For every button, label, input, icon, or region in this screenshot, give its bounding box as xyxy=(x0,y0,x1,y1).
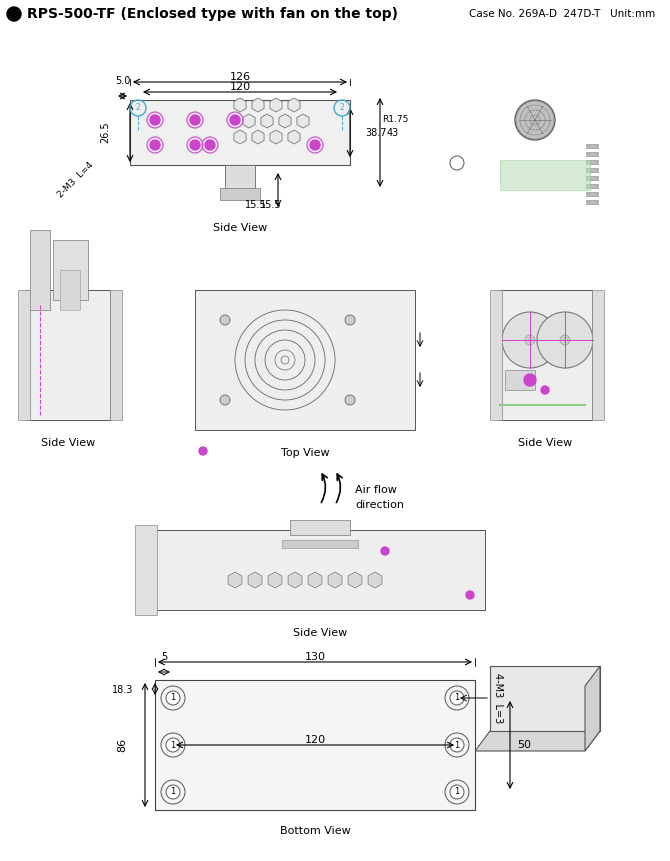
Text: 126: 126 xyxy=(229,72,251,82)
Bar xyxy=(500,160,590,190)
Circle shape xyxy=(502,312,558,368)
Bar xyxy=(155,530,485,610)
Text: Side View: Side View xyxy=(293,628,347,638)
Text: 1: 1 xyxy=(170,740,176,749)
Circle shape xyxy=(190,140,200,150)
Bar xyxy=(586,160,598,164)
Text: Side View: Side View xyxy=(518,438,572,448)
Text: 130: 130 xyxy=(304,652,326,662)
Circle shape xyxy=(450,785,464,799)
Text: R1.75: R1.75 xyxy=(382,115,409,125)
Circle shape xyxy=(515,100,555,140)
Text: Side View: Side View xyxy=(41,438,95,448)
Bar xyxy=(135,525,157,615)
Bar xyxy=(490,290,502,420)
Text: Bottom View: Bottom View xyxy=(279,826,350,836)
Circle shape xyxy=(560,335,570,345)
Text: 120: 120 xyxy=(229,82,251,92)
Text: 1: 1 xyxy=(454,788,460,796)
Polygon shape xyxy=(475,731,600,751)
Bar xyxy=(586,168,598,172)
Text: 1: 1 xyxy=(454,693,460,703)
Bar xyxy=(505,370,535,390)
Polygon shape xyxy=(585,666,600,751)
Text: 1: 1 xyxy=(454,740,460,749)
Text: 18.3: 18.3 xyxy=(112,685,133,695)
Bar xyxy=(60,270,80,310)
Text: Top View: Top View xyxy=(281,448,330,458)
Bar xyxy=(53,240,88,300)
Bar xyxy=(498,290,592,420)
Bar xyxy=(586,144,598,148)
Text: 4-M3  L=3: 4-M3 L=3 xyxy=(493,673,503,723)
Text: 50: 50 xyxy=(517,740,531,750)
Text: 38.7: 38.7 xyxy=(365,127,387,138)
Circle shape xyxy=(310,140,320,150)
Bar xyxy=(586,192,598,196)
Circle shape xyxy=(150,140,160,150)
Text: 15.5: 15.5 xyxy=(260,200,281,210)
Circle shape xyxy=(450,691,464,705)
Circle shape xyxy=(166,738,180,752)
Bar xyxy=(26,290,110,420)
Bar xyxy=(586,176,598,180)
Text: 15.5: 15.5 xyxy=(245,200,267,210)
Bar xyxy=(586,184,598,188)
Circle shape xyxy=(381,547,389,555)
Text: Air flow: Air flow xyxy=(355,485,397,495)
Circle shape xyxy=(466,591,474,599)
Bar xyxy=(18,290,30,420)
Bar xyxy=(592,290,604,420)
Circle shape xyxy=(450,156,464,170)
Text: 1: 1 xyxy=(170,788,176,796)
Circle shape xyxy=(150,115,160,125)
Circle shape xyxy=(205,140,215,150)
Text: Side View: Side View xyxy=(213,223,267,233)
Circle shape xyxy=(524,374,536,386)
Text: 26.5: 26.5 xyxy=(100,121,110,143)
Text: 5.0: 5.0 xyxy=(115,76,131,86)
Bar xyxy=(225,165,255,190)
Bar xyxy=(290,520,350,535)
Circle shape xyxy=(537,312,593,368)
Bar xyxy=(586,200,598,204)
Bar xyxy=(586,152,598,156)
Text: 86: 86 xyxy=(117,738,127,752)
Circle shape xyxy=(345,315,355,325)
Text: 2: 2 xyxy=(340,103,344,113)
Circle shape xyxy=(541,386,549,394)
Polygon shape xyxy=(490,666,600,731)
Text: 43: 43 xyxy=(387,127,399,138)
Circle shape xyxy=(525,335,535,345)
Bar xyxy=(282,540,358,548)
Circle shape xyxy=(220,315,230,325)
Circle shape xyxy=(230,115,240,125)
Text: Case No. 269A-D  247D-T   Unit:mm: Case No. 269A-D 247D-T Unit:mm xyxy=(469,9,655,19)
Text: 2-M3  L=4: 2-M3 L=4 xyxy=(56,160,95,199)
Text: direction: direction xyxy=(355,500,404,510)
Bar xyxy=(155,680,475,810)
Bar xyxy=(130,100,350,165)
Text: 1: 1 xyxy=(170,693,176,703)
Circle shape xyxy=(7,7,21,21)
Circle shape xyxy=(220,395,230,405)
Bar xyxy=(110,290,122,420)
Bar xyxy=(30,230,50,310)
Circle shape xyxy=(190,115,200,125)
Bar xyxy=(220,188,260,200)
Text: 2: 2 xyxy=(135,103,141,113)
Circle shape xyxy=(166,691,180,705)
Circle shape xyxy=(199,447,207,455)
Circle shape xyxy=(450,738,464,752)
Text: 120: 120 xyxy=(304,735,326,745)
Text: RPS-500-TF (Enclosed type with fan on the top): RPS-500-TF (Enclosed type with fan on th… xyxy=(27,7,398,21)
Bar xyxy=(195,290,415,430)
Circle shape xyxy=(345,395,355,405)
Text: 5: 5 xyxy=(161,652,167,662)
Circle shape xyxy=(166,785,180,799)
